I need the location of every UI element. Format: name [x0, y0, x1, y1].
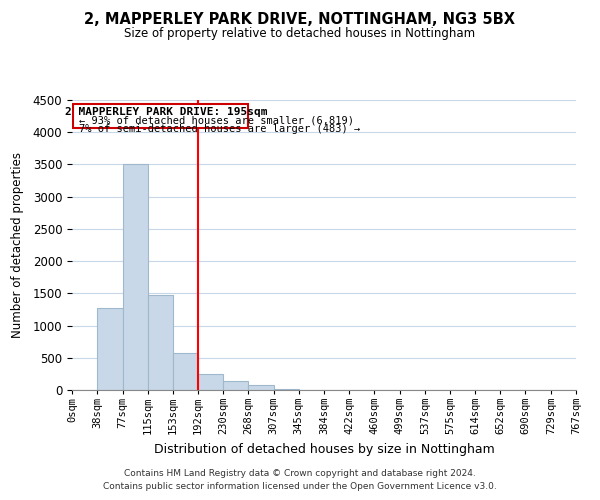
Text: 2, MAPPERLEY PARK DRIVE, NOTTINGHAM, NG3 5BX: 2, MAPPERLEY PARK DRIVE, NOTTINGHAM, NG3… [85, 12, 515, 28]
Bar [148, 294, 173, 390]
Text: Contains public sector information licensed under the Open Government Licence v3: Contains public sector information licen… [103, 482, 497, 491]
Bar [122, 164, 148, 390]
X-axis label: Distribution of detached houses by size in Nottingham: Distribution of detached houses by size … [154, 443, 494, 456]
Text: Contains HM Land Registry data © Crown copyright and database right 2024.: Contains HM Land Registry data © Crown c… [124, 468, 476, 477]
Bar [248, 385, 274, 390]
Text: 7% of semi-detached houses are larger (483) →: 7% of semi-detached houses are larger (4… [79, 124, 360, 134]
FancyBboxPatch shape [73, 104, 248, 128]
Bar [173, 352, 198, 390]
Bar [97, 308, 122, 390]
Text: ← 93% of detached houses are smaller (6,819): ← 93% of detached houses are smaller (6,… [79, 116, 353, 126]
Text: 2 MAPPERLEY PARK DRIVE: 195sqm: 2 MAPPERLEY PARK DRIVE: 195sqm [65, 108, 267, 118]
Bar [223, 380, 248, 390]
Y-axis label: Number of detached properties: Number of detached properties [11, 152, 25, 338]
Text: Size of property relative to detached houses in Nottingham: Size of property relative to detached ho… [124, 28, 476, 40]
Bar [274, 388, 299, 390]
Bar [198, 374, 223, 390]
